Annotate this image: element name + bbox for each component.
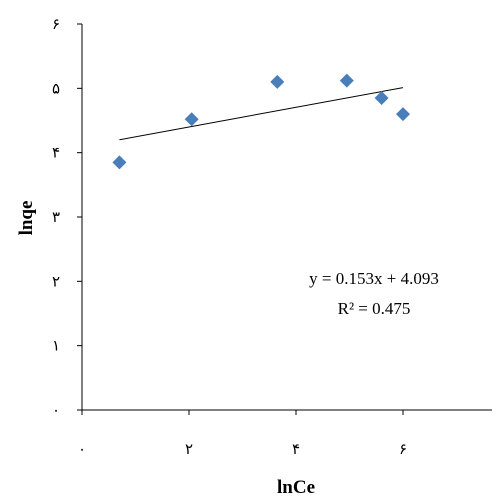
data-point — [396, 107, 410, 122]
x-axis-ticks: ٠ ٢ ۴ ۶ — [78, 410, 407, 458]
y-tick-label: ۴ — [52, 146, 60, 162]
data-point — [184, 112, 199, 127]
y-axis-ticks: ٠ ١ ٢ ٣ ۴ ۵ ۶ — [52, 17, 82, 419]
y-axis-title: lnqe — [16, 201, 37, 236]
data-point — [339, 73, 354, 88]
trendline — [119, 87, 404, 141]
x-tick-label: ٢ — [185, 442, 193, 458]
axes — [81, 24, 492, 411]
y-tick-label: ٢ — [52, 274, 60, 290]
x-tick-label: ۴ — [292, 442, 300, 458]
trendline-equation: y = 0.153x + 4.093 — [309, 269, 439, 288]
data-point — [374, 90, 389, 105]
y-tick-label: ٣ — [52, 210, 60, 226]
data-point — [112, 155, 127, 170]
data-point — [270, 74, 285, 89]
trendline-r-squared: R² = 0.475 — [338, 299, 411, 318]
data-points — [112, 73, 410, 170]
y-tick-label: ١ — [52, 339, 60, 355]
trendline-group — [119, 87, 404, 141]
y-tick-label: ٠ — [52, 403, 60, 419]
x-axis-title: lnCe — [277, 477, 315, 498]
x-tick-label: ٠ — [78, 442, 86, 458]
y-tick-label: ۶ — [52, 17, 60, 33]
x-tick-label: ۶ — [399, 442, 407, 458]
y-tick-label: ۵ — [52, 81, 60, 97]
